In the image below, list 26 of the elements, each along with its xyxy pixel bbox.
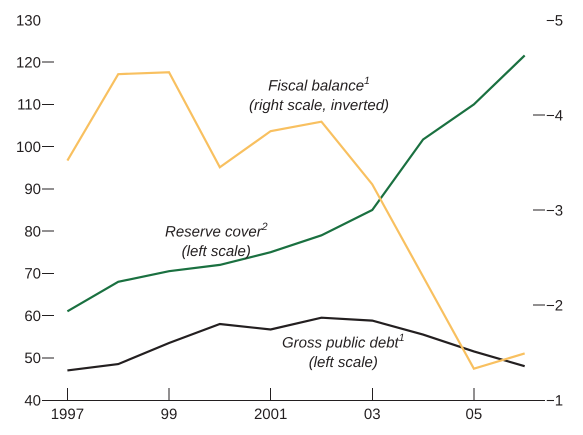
y2-tick-label: −1 — [546, 392, 564, 410]
y-tick-label: 50 — [24, 350, 41, 368]
y-tick-label: 60 — [24, 308, 41, 325]
text: Reserve cover$^{2}$ (left scale) — [165, 221, 268, 260]
text: Gross public debt$^{1}$ (left scale) — [282, 332, 405, 371]
x-tick-label: 03 — [364, 406, 381, 424]
y-tick-label: 120 — [16, 54, 41, 72]
x-tick-label: 1997 — [50, 406, 84, 424]
y-tick-label: 110 — [17, 96, 41, 114]
y-tick-label: 100 — [16, 138, 41, 156]
y-tick-label: 80 — [24, 223, 41, 240]
y-tick-label: 70 — [24, 266, 41, 283]
y2-tick-label: −2 — [546, 297, 564, 314]
x-tick-label: 99 — [160, 406, 178, 424]
annotation: Fiscal balance$^{1}$ (right scale, inverted) — [249, 75, 390, 114]
y-tick-label: 40 — [24, 392, 41, 410]
y2-tick-label: −4 — [546, 107, 564, 124]
x-tick-label: 2001 — [254, 406, 288, 424]
line-series — [66, 316, 526, 372]
x-tick-label: 05 — [466, 406, 482, 424]
y-tick-label: 90 — [24, 181, 41, 198]
line-series — [66, 54, 526, 312]
y-tick-label: 130 — [16, 12, 41, 30]
y2-tick-label: −5 — [546, 12, 564, 30]
line-series — [66, 71, 526, 370]
y2-tick-label: −3 — [546, 202, 564, 220]
